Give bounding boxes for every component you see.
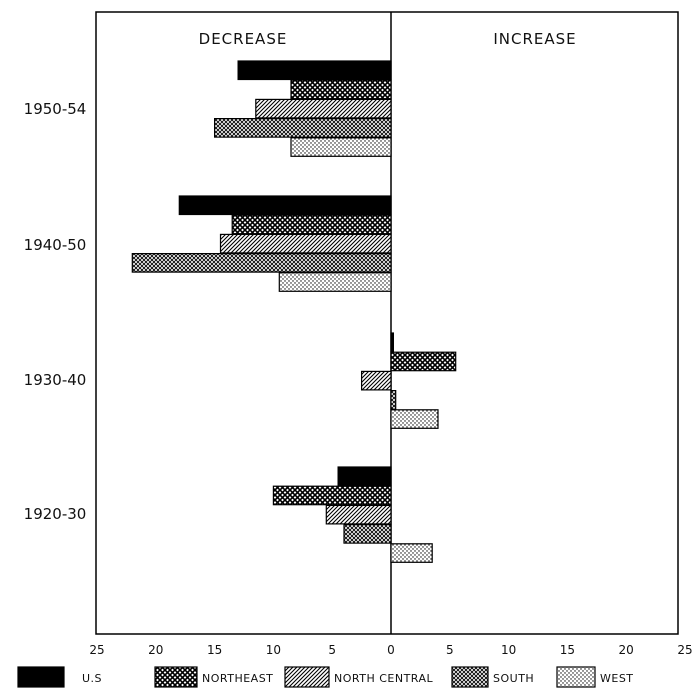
x-axis-ticks: 25 20 15 10 5 0 5 10 15 20 25 (89, 643, 692, 657)
decrease-header: DECREASE (199, 30, 288, 48)
bar-1920-30-northeast (272, 485, 392, 506)
bar-1940-50-west (278, 272, 392, 292)
bar-1950-54-north-central (255, 98, 392, 119)
period-label-1950-54: 1950-54 (24, 100, 87, 118)
bars-group (131, 60, 457, 563)
x-tick-label: 5 (328, 643, 336, 657)
bar-1940-50-northeast (231, 214, 392, 235)
legend: U.S NORTHEAST NORTH CENTRAL SOUTH WEST (17, 666, 634, 688)
legend-swatch-u-s (17, 666, 65, 688)
legend-label-north-central: NORTH CENTRAL (334, 672, 434, 685)
increase-header: INCREASE (493, 30, 576, 48)
legend-swatch-northeast (154, 666, 198, 688)
x-tick-label: 25 (89, 643, 104, 657)
period-labels: 1950-54 1940-50 1930-40 1920-30 (24, 100, 87, 523)
plot-frame (95, 11, 679, 635)
bar-1930-40-northeast (390, 351, 457, 372)
x-tick-label: 20 (148, 643, 163, 657)
legend-swatch-north-central (284, 666, 330, 688)
legend-label-u-s: U.S (82, 672, 102, 685)
bar-1920-30-north-central (325, 504, 392, 525)
period-label-1940-50: 1940-50 (24, 236, 87, 254)
x-tick-label: 5 (446, 643, 454, 657)
bar-1940-50-u-s (178, 195, 392, 216)
bar-1930-40-u-s (390, 332, 395, 353)
bar-1950-54-northeast (290, 79, 392, 100)
period-label-1930-40: 1930-40 (24, 371, 87, 389)
legend-swatch-south (451, 666, 489, 688)
bar-1920-30-west (390, 543, 433, 563)
legend-label-south: SOUTH (493, 672, 534, 685)
x-tick-label: 15 (560, 643, 575, 657)
bar-1920-30-south (343, 523, 392, 544)
bar-1930-40-south (390, 390, 397, 410)
x-tick-label: 10 (501, 643, 516, 657)
bar-1950-54-u-s (237, 60, 392, 81)
bar-1950-54-south (214, 117, 392, 138)
legend-swatch-west (556, 666, 596, 688)
bar-1940-50-north-central (219, 233, 392, 254)
bar-1950-54-west (290, 137, 392, 157)
bar-1940-50-south (131, 253, 392, 273)
x-tick-label: 15 (207, 643, 222, 657)
bar-1930-40-north-central (361, 370, 392, 391)
x-tick-label: 10 (266, 643, 281, 657)
x-tick-label: 0 (387, 643, 395, 657)
legend-label-west: WEST (600, 672, 634, 685)
legend-label-northeast: NORTHEAST (202, 672, 273, 685)
bar-1920-30-u-s (337, 466, 392, 487)
x-tick-label: 20 (619, 643, 634, 657)
x-tick-label: 25 (677, 643, 692, 657)
bar-1930-40-west (390, 409, 439, 429)
period-label-1920-30: 1920-30 (24, 505, 87, 523)
